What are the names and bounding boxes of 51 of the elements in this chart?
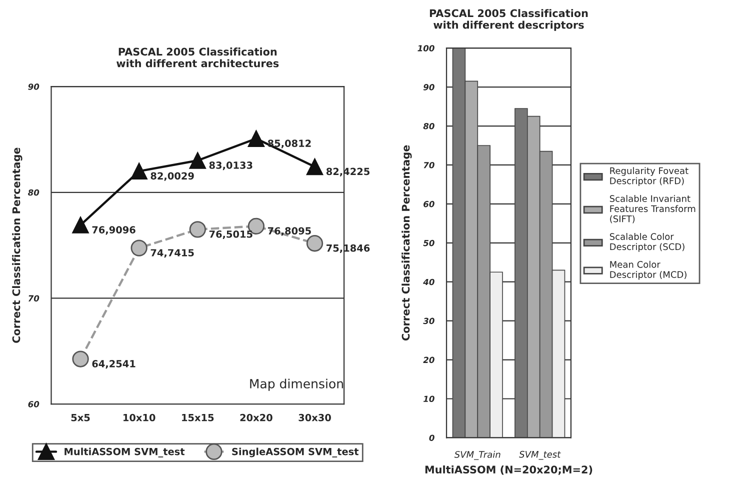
- x-axis-title: MultiASSOM (N=20x20;M=2): [425, 465, 592, 475]
- data-label: 74,7415: [150, 249, 194, 258]
- data-label: 82,0029: [150, 172, 194, 181]
- x-tick-label: 15x15: [182, 414, 214, 422]
- legend-label: SingleASSOM SVM_test: [232, 448, 359, 458]
- chart-title: PASCAL 2005 Classification with different descriptors: [430, 9, 588, 31]
- x-tick-label: SVM_test: [519, 450, 561, 460]
- y-tick-label: 0: [429, 434, 434, 441]
- legend-label: MultiASSOM SVM_test: [64, 448, 185, 458]
- point: [72, 350, 89, 368]
- y-axis-title: Correct Classification Percentage: [402, 145, 412, 340]
- y-tick-label: 100: [418, 45, 434, 52]
- x-axis-title: Map dimension: [250, 378, 343, 391]
- point: [306, 235, 324, 252]
- y-tick-label: 80: [423, 123, 434, 130]
- legend-label: Mean Color Descriptor (MCD): [610, 260, 686, 280]
- x-tick-label: 5x5: [71, 414, 90, 422]
- point: [72, 216, 89, 234]
- data-label: 83,0133: [209, 162, 252, 170]
- chart-title: PASCAL 2005 Classification with different architectures: [116, 48, 279, 68]
- x-tick-label: 30x30: [298, 414, 331, 422]
- y-tick-label: 10: [423, 396, 434, 402]
- x-tick-label: 10x10: [124, 414, 156, 422]
- point: [189, 152, 206, 169]
- y-axis-title: Correct Classification Percentage: [12, 148, 22, 343]
- point: [189, 221, 206, 238]
- legend-label: Regularity Foveat Descriptor (RFD): [610, 167, 688, 186]
- data-label: 76,9096: [92, 226, 136, 235]
- y-tick-label: 30: [423, 318, 434, 324]
- y-tick-label: 70: [424, 162, 434, 168]
- data-label: 64,2541: [92, 360, 136, 369]
- point: [306, 158, 324, 176]
- y-tick-label: 60: [424, 200, 434, 208]
- x-tick-label: 20x20: [240, 414, 272, 422]
- point: [130, 240, 148, 256]
- y-tick-label: 60: [28, 401, 40, 408]
- y-tick-label: 20: [423, 356, 434, 364]
- legend-label: Scalable Color Descriptor (SCD): [610, 232, 684, 252]
- point: [248, 130, 265, 147]
- data-label: 76,5015: [209, 230, 252, 240]
- y-tick-label: 40: [423, 278, 434, 286]
- y-tick-label: 50: [423, 240, 434, 246]
- legend-label: Scalable Invariant Features Transform (SIFT): [610, 195, 696, 224]
- x-tick-label: SVM_Train: [454, 450, 500, 460]
- y-tick-label: 70: [28, 295, 40, 302]
- data-label: 85,0812: [268, 140, 311, 148]
- point: [130, 162, 148, 180]
- y-tick-label: 90: [423, 84, 434, 90]
- y-tick-label: 90: [28, 84, 40, 90]
- y-tick-label: 80: [28, 189, 40, 196]
- data-label: 76,8095: [268, 227, 311, 236]
